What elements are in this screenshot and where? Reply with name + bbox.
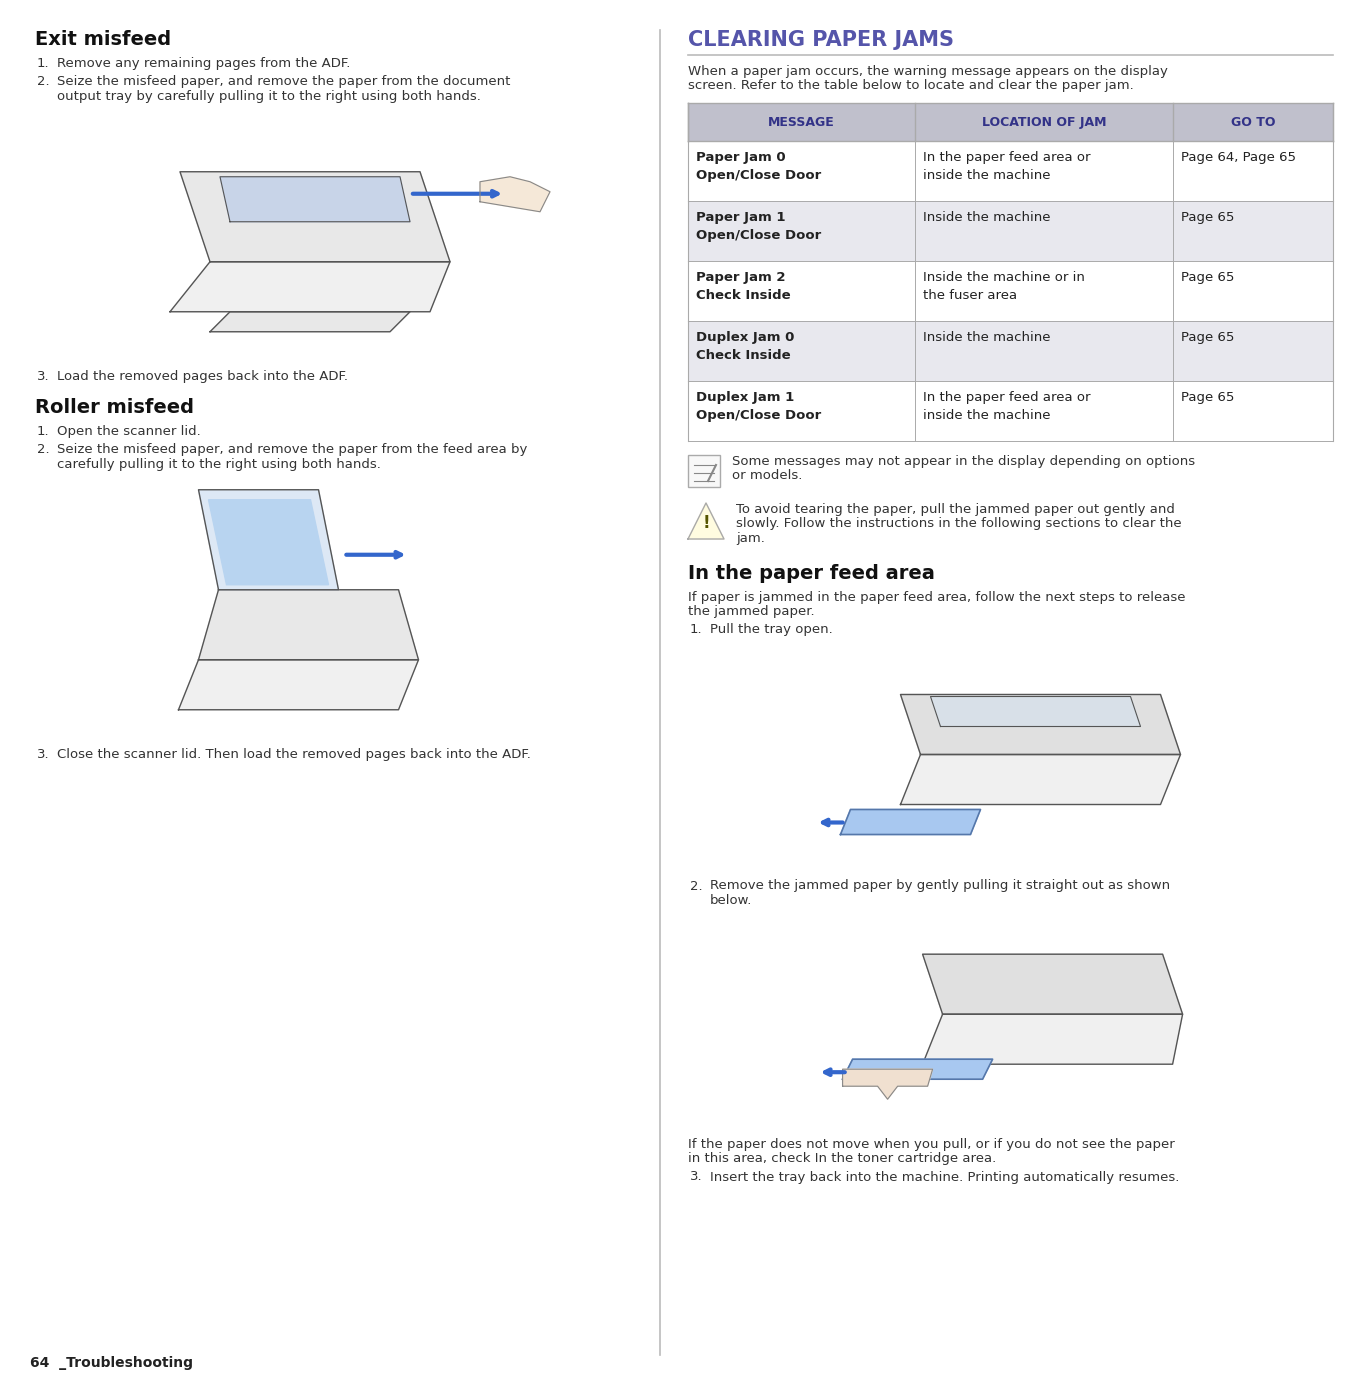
Text: If paper is jammed in the paper feed area, follow the next steps to release: If paper is jammed in the paper feed are… — [689, 591, 1186, 603]
Text: In the paper feed area: In the paper feed area — [689, 564, 934, 582]
Bar — [689, 321, 1334, 381]
Text: in this area, check In the toner cartridge area.: in this area, check In the toner cartrid… — [689, 1152, 997, 1165]
Text: Check Inside: Check Inside — [697, 289, 790, 302]
Text: jam.: jam. — [736, 531, 765, 545]
Bar — [689, 455, 720, 486]
Text: Check Inside: Check Inside — [697, 349, 790, 361]
Text: Open/Close Door: Open/Close Door — [697, 409, 822, 423]
Text: If the paper does not move when you pull, or if you do not see the paper: If the paper does not move when you pull… — [689, 1138, 1175, 1151]
Text: To avoid tearing the paper, pull the jammed paper out gently and: To avoid tearing the paper, pull the jam… — [736, 503, 1175, 516]
Text: Page 65: Page 65 — [1181, 391, 1234, 404]
Polygon shape — [922, 1015, 1183, 1065]
Bar — [689, 381, 1334, 441]
Text: Roller misfeed: Roller misfeed — [35, 398, 194, 417]
Text: 64  _Troubleshooting: 64 _Troubleshooting — [30, 1357, 193, 1371]
Text: Load the removed pages back into the ADF.: Load the removed pages back into the ADF… — [57, 370, 348, 382]
Text: slowly. Follow the instructions in the following sections to clear the: slowly. Follow the instructions in the f… — [736, 517, 1181, 530]
Text: 3.: 3. — [37, 370, 50, 382]
Polygon shape — [181, 172, 449, 261]
Polygon shape — [842, 1059, 993, 1079]
Text: inside the machine: inside the machine — [923, 170, 1051, 182]
Text: Insert the tray back into the machine. Printing automatically resumes.: Insert the tray back into the machine. P… — [710, 1170, 1179, 1183]
Polygon shape — [689, 503, 724, 539]
Polygon shape — [922, 954, 1183, 1015]
Text: or models.: or models. — [732, 470, 803, 482]
Text: In the paper feed area or: In the paper feed area or — [923, 391, 1090, 404]
Polygon shape — [209, 500, 329, 585]
Bar — [728, 645, 1334, 866]
Text: Inside the machine: Inside the machine — [923, 331, 1051, 343]
Text: output tray by carefully pulling it to the right using both hands.: output tray by carefully pulling it to t… — [57, 89, 481, 103]
Text: Inside the machine or in: Inside the machine or in — [923, 271, 1085, 284]
Bar — [689, 202, 1334, 261]
Polygon shape — [198, 589, 418, 660]
Text: screen. Refer to the table below to locate and clear the paper jam.: screen. Refer to the table below to loca… — [689, 79, 1134, 92]
Text: Page 65: Page 65 — [1181, 271, 1234, 284]
Text: the fuser area: the fuser area — [923, 289, 1017, 302]
Polygon shape — [220, 177, 410, 222]
Polygon shape — [479, 177, 550, 211]
Text: 3.: 3. — [690, 1170, 702, 1183]
Text: carefully pulling it to the right using both hands.: carefully pulling it to the right using … — [57, 457, 380, 470]
Text: Seize the misfeed paper, and remove the paper from the feed area by: Seize the misfeed paper, and remove the … — [57, 443, 527, 456]
Text: Exit misfeed: Exit misfeed — [35, 31, 171, 49]
Text: below.: below. — [710, 894, 752, 906]
Text: 2.: 2. — [37, 443, 50, 456]
Text: Open the scanner lid.: Open the scanner lid. — [57, 425, 201, 438]
Polygon shape — [210, 311, 410, 332]
Polygon shape — [170, 261, 449, 311]
Text: CLEARING PAPER JAMS: CLEARING PAPER JAMS — [689, 31, 955, 50]
Text: Page 65: Page 65 — [1181, 211, 1234, 224]
Bar — [105, 480, 535, 730]
Text: the jammed paper.: the jammed paper. — [689, 605, 815, 619]
Bar — [689, 140, 1334, 202]
Text: 3.: 3. — [37, 748, 50, 760]
Text: Open/Close Door: Open/Close Door — [697, 170, 822, 182]
Text: MESSAGE: MESSAGE — [769, 115, 835, 128]
Text: 1.: 1. — [690, 623, 702, 637]
Text: 2.: 2. — [690, 880, 702, 892]
Text: Pull the tray open.: Pull the tray open. — [710, 623, 832, 637]
Text: Remove any remaining pages from the ADF.: Remove any remaining pages from the ADF. — [57, 57, 350, 70]
Polygon shape — [198, 489, 338, 589]
Text: Paper Jam 2: Paper Jam 2 — [697, 271, 785, 284]
Text: Some messages may not appear in the display depending on options: Some messages may not appear in the disp… — [732, 455, 1195, 468]
Text: inside the machine: inside the machine — [923, 409, 1051, 423]
Text: Remove the jammed paper by gently pulling it straight out as shown: Remove the jammed paper by gently pullin… — [710, 880, 1171, 892]
Text: When a paper jam occurs, the warning message appears on the display: When a paper jam occurs, the warning mes… — [689, 64, 1168, 78]
Text: In the paper feed area or: In the paper feed area or — [923, 152, 1090, 164]
Text: Paper Jam 0: Paper Jam 0 — [697, 152, 786, 164]
Bar — [689, 261, 1334, 321]
Text: Close the scanner lid. Then load the removed pages back into the ADF.: Close the scanner lid. Then load the rem… — [57, 748, 531, 760]
Text: Page 64, Page 65: Page 64, Page 65 — [1181, 152, 1297, 164]
Polygon shape — [900, 755, 1180, 805]
Bar — [86, 111, 585, 352]
Text: Duplex Jam 0: Duplex Jam 0 — [697, 331, 794, 343]
Text: !: ! — [702, 514, 710, 532]
Text: Inside the machine: Inside the machine — [923, 211, 1051, 224]
Text: 2.: 2. — [37, 75, 50, 88]
Bar — [689, 103, 1334, 140]
Text: Page 65: Page 65 — [1181, 331, 1234, 343]
Bar — [728, 916, 1334, 1126]
Text: Seize the misfeed paper, and remove the paper from the document: Seize the misfeed paper, and remove the … — [57, 75, 511, 88]
Polygon shape — [900, 695, 1180, 755]
Text: Open/Close Door: Open/Close Door — [697, 229, 822, 242]
Text: GO TO: GO TO — [1230, 115, 1275, 128]
Text: 1.: 1. — [37, 57, 50, 70]
Polygon shape — [930, 696, 1141, 727]
Polygon shape — [178, 660, 418, 710]
Text: 1.: 1. — [37, 425, 50, 438]
Polygon shape — [841, 809, 980, 834]
Polygon shape — [842, 1069, 933, 1099]
Text: LOCATION OF JAM: LOCATION OF JAM — [982, 115, 1107, 128]
Text: Paper Jam 1: Paper Jam 1 — [697, 211, 785, 224]
Text: Duplex Jam 1: Duplex Jam 1 — [697, 391, 794, 404]
